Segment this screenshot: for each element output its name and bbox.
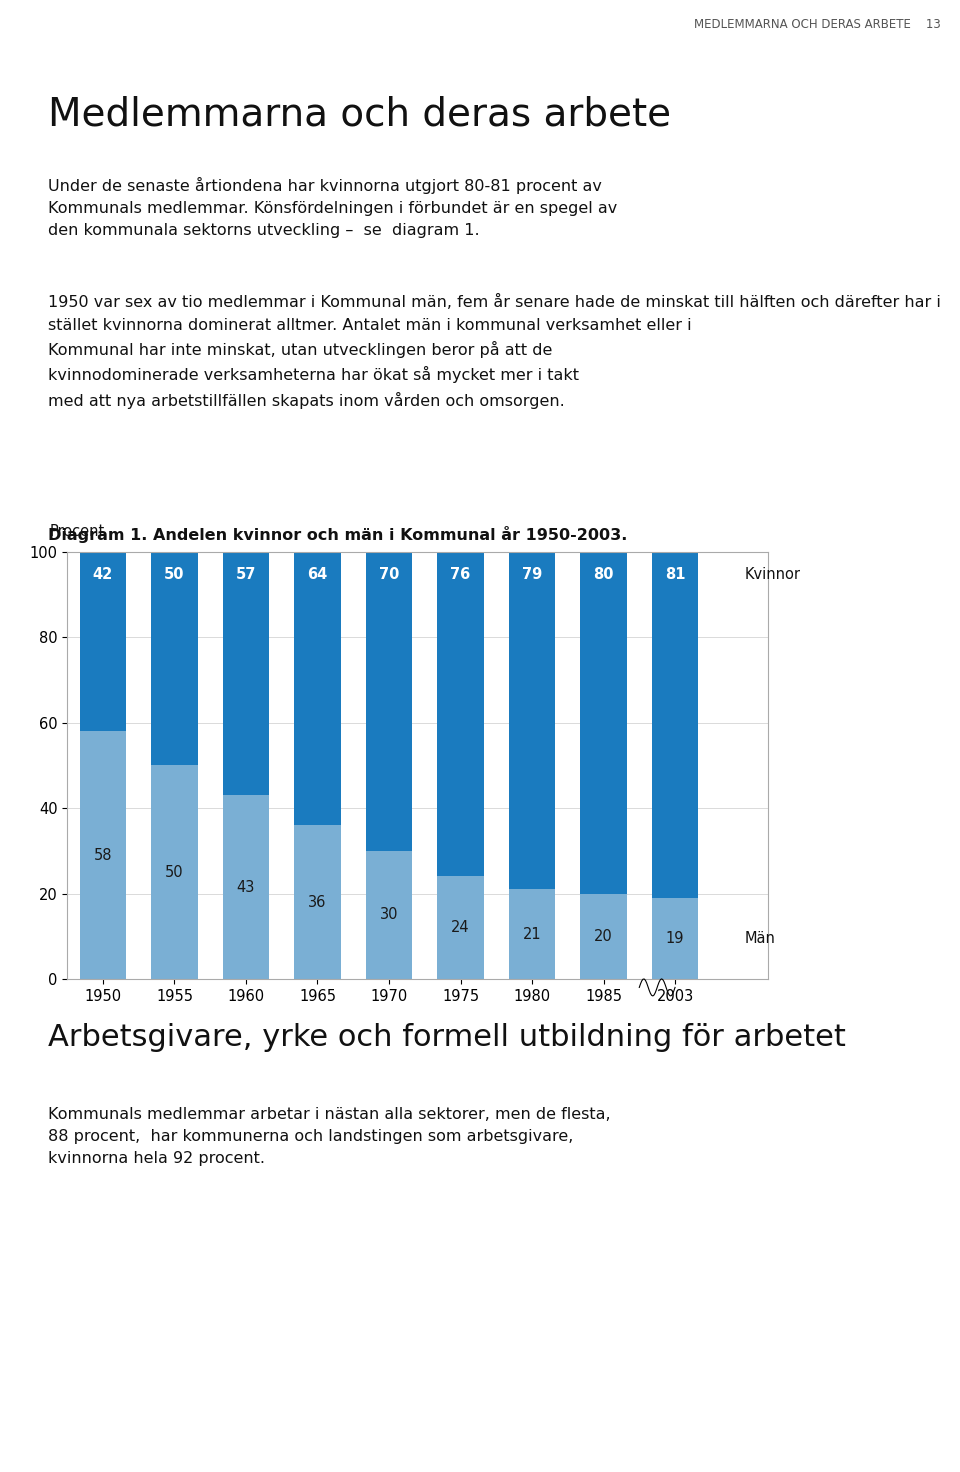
Bar: [152, 552, 198, 765]
Bar: [580, 552, 627, 894]
Bar: [295, 826, 341, 979]
Bar: [295, 552, 341, 826]
Text: 43: 43: [237, 880, 255, 895]
Text: Män: Män: [745, 930, 776, 946]
Text: Procent: Procent: [49, 524, 105, 539]
Text: 79: 79: [522, 567, 542, 581]
Text: Arbetsgivare, yrke och formell utbildning för arbetet: Arbetsgivare, yrke och formell utbildnin…: [48, 1023, 846, 1052]
Bar: [652, 552, 698, 898]
Bar: [509, 552, 555, 889]
Bar: [366, 851, 412, 979]
Text: 20: 20: [594, 929, 612, 944]
Bar: [223, 795, 269, 979]
Bar: [80, 552, 126, 732]
Text: 42: 42: [93, 567, 113, 581]
Bar: [509, 889, 555, 979]
Bar: [366, 552, 412, 851]
Text: 24: 24: [451, 920, 469, 935]
Bar: [223, 552, 269, 795]
Bar: [580, 894, 627, 979]
Text: 19: 19: [666, 930, 684, 946]
Text: 21: 21: [522, 926, 541, 942]
Text: 76: 76: [450, 567, 470, 581]
Text: MEDLEMMARNA OCH DERAS ARBETE    13: MEDLEMMARNA OCH DERAS ARBETE 13: [694, 18, 941, 31]
Bar: [437, 552, 484, 876]
Text: 50: 50: [164, 567, 184, 581]
Bar: [652, 898, 698, 979]
Text: 36: 36: [308, 895, 326, 910]
Text: Kommunals medlemmar arbetar i nästan alla sektorer, men de flesta,
88 procent,  : Kommunals medlemmar arbetar i nästan all…: [48, 1107, 611, 1166]
Text: Kvinnor: Kvinnor: [745, 567, 801, 581]
Text: 70: 70: [379, 567, 399, 581]
Text: Under de senaste årtiondena har kvinnorna utgjort 80-81 procent av
Kommunals med: Under de senaste årtiondena har kvinnorn…: [48, 177, 617, 238]
Text: 57: 57: [236, 567, 256, 581]
Text: 64: 64: [307, 567, 327, 581]
Text: 58: 58: [94, 848, 112, 863]
Text: 50: 50: [165, 864, 183, 880]
Bar: [152, 765, 198, 979]
Bar: [80, 732, 126, 979]
Text: 81: 81: [664, 567, 685, 581]
Bar: [437, 876, 484, 979]
Text: Medlemmarna och deras arbete: Medlemmarna och deras arbete: [48, 96, 671, 134]
Text: Diagram 1. Andelen kvinnor och män i Kommunal år 1950-2003.: Diagram 1. Andelen kvinnor och män i Kom…: [48, 526, 628, 543]
Text: 30: 30: [380, 907, 398, 923]
Text: 80: 80: [593, 567, 613, 581]
Text: 1950 var sex av tio medlemmar i Kommunal män, fem år senare hade de minskat till: 1950 var sex av tio medlemmar i Kommunal…: [48, 294, 941, 409]
